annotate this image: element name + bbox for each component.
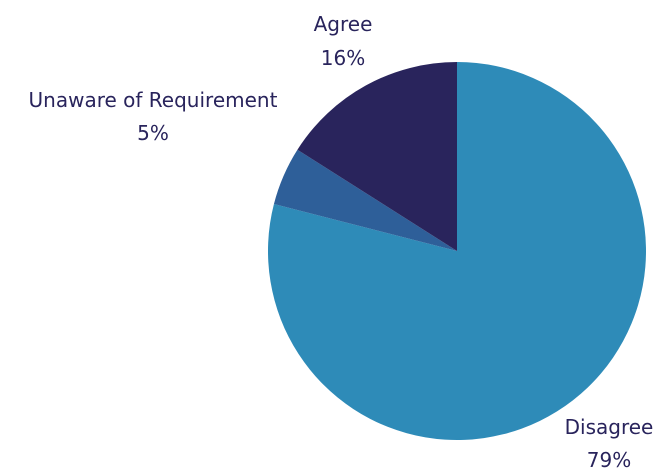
pie-slices xyxy=(268,62,646,440)
slice-label-agree: Agree xyxy=(314,12,373,36)
slice-value-disagree: 79% xyxy=(587,448,631,469)
pie-slice-unaware-of-requirement xyxy=(273,149,457,251)
slice-value-agree: 16% xyxy=(321,46,365,70)
slice-label-unaware-of-requirement: Unaware of Requirement xyxy=(29,88,278,112)
slice-value-unaware-of-requirement: 5% xyxy=(137,121,169,145)
slice-label-disagree: Disagree xyxy=(565,415,654,439)
pie-slice-agree xyxy=(297,62,457,251)
